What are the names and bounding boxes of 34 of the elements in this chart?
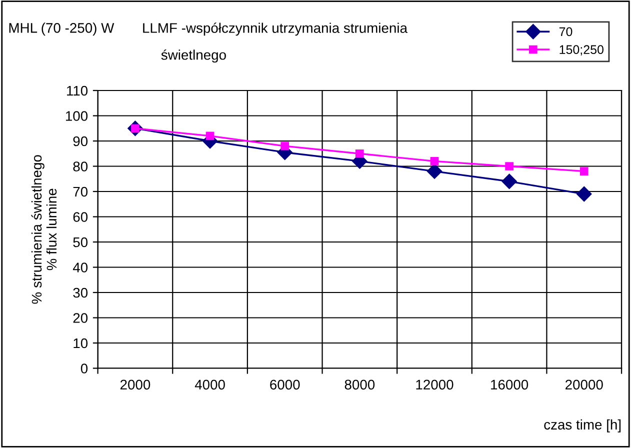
point [505,162,514,170]
x-tick-label: 16000 [491,380,528,390]
point [580,167,588,176]
y-tick-label: 0 [80,364,88,374]
chart-subtitle: LLMF -współczynnik utrzymania strumienia świetlnego [143,22,408,63]
x-tick-label: 20000 [566,380,603,390]
legend-label: 150;250 [560,45,604,56]
x-tick-label: 12000 [416,380,454,390]
y-tick-label: 40 [72,262,88,272]
y-tick-label: 30 [73,288,88,298]
y-tick-label: 50 [73,237,88,248]
x-tick-label: 6000 [270,380,300,390]
y-tick-label: 60 [73,212,88,222]
y-tick-label: 90 [73,136,88,146]
x-axis-title: czas time [h] [544,419,621,432]
point [430,157,439,166]
y-tick-label: 70 [73,186,88,197]
point [502,174,517,189]
y-axis-title: % strumienia świetlnego % flux lumine [31,155,57,304]
y-tick-label: 110 [66,86,88,96]
point [280,142,290,150]
y-tick-label: 80 [73,162,88,172]
chart-title: MHL (70 -250) W [9,22,114,36]
point [206,132,214,140]
point [426,164,442,179]
legend-label: 70 [559,27,572,36]
point [576,186,592,202]
y-tick-label: 100 [66,111,88,121]
y-tick-label: 10 [74,338,88,348]
x-tick-label: 8000 [344,380,375,390]
point [356,149,364,158]
x-tick-label: 2000 [120,380,150,390]
x-tick-label: 4000 [194,380,225,390]
y-tick-label: 20 [73,313,88,323]
